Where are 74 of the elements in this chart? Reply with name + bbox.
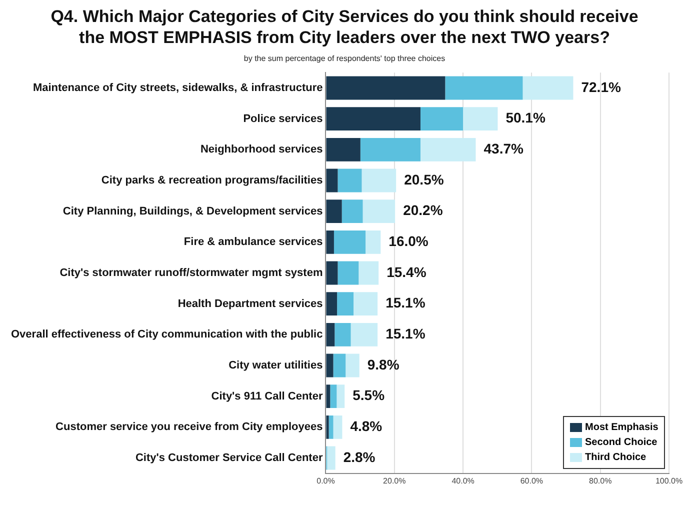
y-tick-label: Fire & ambulance services bbox=[184, 236, 323, 248]
y-tick-label: Overall effectiveness of City communication with the public bbox=[11, 328, 323, 341]
bar bbox=[326, 322, 335, 346]
y-tick-label: Customer service you receive from City employees bbox=[56, 421, 323, 434]
bar bbox=[326, 200, 342, 224]
y-tick-label: City's stormwater runoff/stormwater mgmt system bbox=[60, 267, 323, 280]
bar bbox=[326, 230, 334, 254]
y-tick-label: City's Customer Service Call Center bbox=[135, 452, 324, 464]
bar bbox=[336, 384, 345, 408]
y-tick-label: City's 911 Call Center bbox=[211, 390, 324, 402]
chart-subtitle: by the sum percentage of respondents' top three choices bbox=[242, 54, 446, 63]
bar bbox=[326, 415, 329, 439]
y-tick-label: City parks & recreation programs/facilities bbox=[101, 174, 323, 187]
bar bbox=[346, 354, 360, 378]
bar bbox=[326, 384, 330, 408]
total-label: 5.5% bbox=[352, 387, 386, 404]
bar bbox=[326, 354, 334, 378]
bar bbox=[358, 261, 379, 285]
bar bbox=[463, 107, 498, 131]
bar bbox=[326, 292, 338, 316]
bar bbox=[330, 384, 337, 408]
total-label: 15.1% bbox=[386, 294, 426, 311]
bar bbox=[333, 354, 346, 378]
legend-label: Third Choice bbox=[585, 452, 646, 464]
total-label: 72.1% bbox=[581, 78, 622, 95]
bar bbox=[327, 446, 336, 470]
bar bbox=[328, 415, 334, 439]
y-tick-label: Maintenance of City streets, sidewalks, & infrastructure bbox=[32, 82, 323, 94]
bar bbox=[350, 322, 378, 346]
y-tick-label: Neighborhood services bbox=[200, 144, 323, 156]
total-label: 43.7% bbox=[484, 140, 524, 157]
bar bbox=[354, 292, 378, 316]
bar bbox=[342, 200, 363, 224]
x-tick-label: 60.0% bbox=[520, 476, 544, 486]
legend-label: Most Emphasis bbox=[585, 422, 658, 434]
bar bbox=[333, 415, 342, 439]
x-tick-label: 20.0% bbox=[383, 476, 406, 486]
chart-title: Q4. Which Major Categories of City Services do you think should receive the MOST EMPHASIS from City leaders over the next TWO years? bbox=[50, 6, 640, 48]
bar bbox=[326, 138, 360, 162]
total-label: 20.2% bbox=[403, 202, 444, 218]
legend-label: Second Choice bbox=[585, 437, 658, 448]
x-tick-label: 100.0% bbox=[655, 476, 683, 486]
y-tick-label: City Planning, Buildings, & Development services bbox=[62, 205, 323, 218]
total-label: 15.4% bbox=[386, 264, 427, 280]
total-label: 20.5% bbox=[404, 171, 444, 188]
total-label: 15.1% bbox=[386, 326, 426, 342]
bar bbox=[326, 168, 338, 192]
bar bbox=[326, 107, 420, 131]
total-label: 50.1% bbox=[506, 110, 546, 126]
y-tick-label: Police services bbox=[243, 112, 323, 125]
y-tick-label: Health Department services bbox=[178, 298, 323, 310]
total-label: 16.0% bbox=[388, 233, 429, 250]
bar bbox=[337, 292, 354, 316]
bar bbox=[326, 261, 338, 285]
x-tick-label: 40.0% bbox=[452, 476, 474, 486]
bar bbox=[338, 168, 362, 192]
bar bbox=[445, 76, 523, 100]
x-tick-label: 0.0% bbox=[316, 476, 335, 486]
bar bbox=[338, 261, 359, 285]
bar bbox=[420, 138, 476, 162]
bar bbox=[522, 76, 574, 100]
bar bbox=[326, 76, 446, 100]
bar bbox=[334, 230, 366, 254]
bar bbox=[420, 107, 464, 131]
bar bbox=[366, 230, 381, 254]
total-label: 4.8% bbox=[350, 418, 383, 434]
total-label: 2.8% bbox=[343, 448, 376, 465]
bar bbox=[334, 322, 351, 346]
x-tick-label: 80.0% bbox=[589, 476, 612, 486]
bar bbox=[362, 168, 396, 192]
total-label: 9.8% bbox=[367, 356, 400, 372]
bar bbox=[362, 200, 396, 224]
bar bbox=[360, 138, 420, 162]
y-tick-label: City water utilities bbox=[228, 360, 323, 372]
